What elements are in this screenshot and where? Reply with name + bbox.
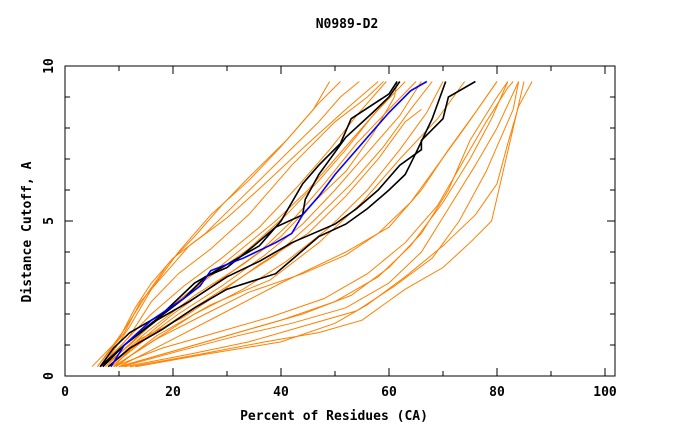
series-line-black-2 — [102, 81, 401, 368]
x-tick-label-0: 0 — [61, 385, 69, 400]
plot-area — [91, 80, 533, 368]
plot-frame — [64, 65, 616, 377]
series-line-orange-17 — [121, 81, 520, 368]
series-line-blue-1 — [110, 80, 428, 368]
series-line-orange-8 — [107, 81, 422, 368]
series-line-orange-18 — [124, 81, 520, 368]
series-line-orange-24 — [96, 81, 341, 367]
series-line-black-1 — [99, 81, 398, 368]
x-tick-label-40: 40 — [273, 385, 289, 400]
series-line-orange-14 — [107, 81, 398, 368]
series-line-orange-11 — [113, 109, 422, 368]
y-tick-label-5: 5 — [42, 217, 57, 225]
x-tick-label-60: 60 — [381, 385, 397, 400]
x-axis-label: Percent of Residues (CA) — [240, 409, 428, 424]
series-line-black-3 — [107, 81, 447, 368]
series-line-orange-1 — [91, 81, 360, 368]
x-tick-label-100: 100 — [593, 385, 617, 400]
y-tick-label-10: 10 — [42, 58, 57, 74]
series-line-orange-22 — [113, 81, 498, 368]
x-tick-label-80: 80 — [489, 385, 505, 400]
y-axis-label: Distance Cutoff, A — [20, 161, 35, 302]
series-line-orange-15 — [113, 81, 514, 368]
series-line-orange-3 — [102, 81, 384, 368]
series-line-orange-20 — [118, 81, 509, 368]
series-line-black-4 — [99, 80, 476, 368]
x-tick-label-20: 20 — [165, 385, 181, 400]
chart-title: N0989-D2 — [316, 17, 379, 32]
series-line-orange-7 — [107, 81, 417, 368]
y-tick-label-0: 0 — [42, 372, 57, 380]
series-line-orange-21 — [135, 81, 533, 368]
series-line-orange-13 — [118, 81, 498, 368]
series-line-orange-19 — [129, 81, 525, 368]
series-line-orange-4 — [99, 81, 387, 368]
series-line-orange-10 — [113, 81, 444, 368]
axis-ticks — [64, 65, 615, 377]
